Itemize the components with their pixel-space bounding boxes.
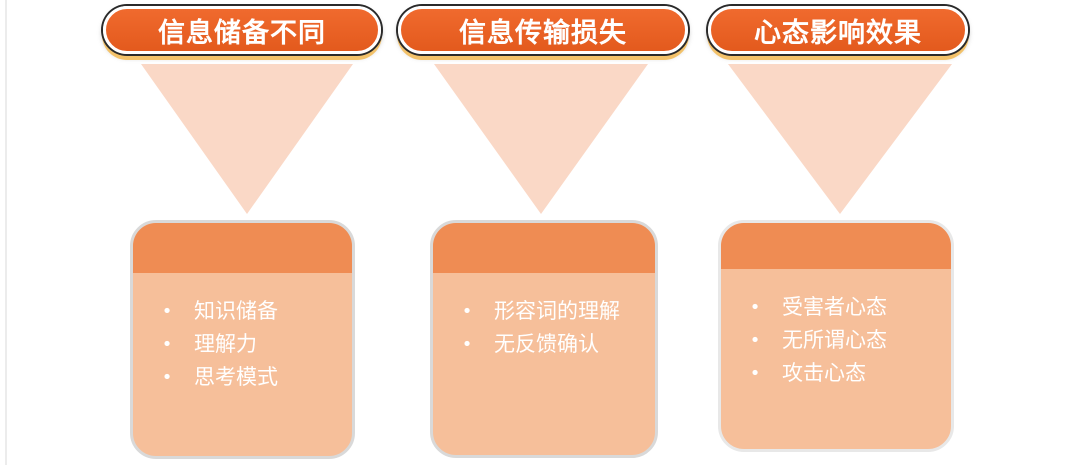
- funnel-triangle: [434, 64, 648, 214]
- bullet-dot-icon: •: [161, 301, 173, 322]
- list-item: • 思考模式: [161, 361, 352, 394]
- bullet-dot-icon: •: [161, 334, 173, 355]
- list-item: • 无反馈确认: [461, 328, 655, 361]
- list-item: • 攻击心态: [749, 357, 951, 390]
- content-card: • 受害者心态 • 无所谓心态 • 攻击心态: [718, 220, 954, 452]
- list-item-text: 受害者心态: [782, 295, 887, 319]
- list-item-text: 形容词的理解: [494, 299, 620, 323]
- bullet-dot-icon: •: [749, 330, 761, 351]
- card-header-band: [133, 223, 352, 273]
- column-title-badge: 信息传输损失: [398, 6, 688, 54]
- bullet-list: • 受害者心态 • 无所谓心态 • 攻击心态: [721, 269, 951, 390]
- left-edge-divider: [5, 0, 7, 465]
- column-title-badge: 信息储备不同: [103, 6, 381, 54]
- list-item-text: 攻击心态: [782, 361, 866, 385]
- content-card: • 形容词的理解 • 无反馈确认: [430, 220, 658, 458]
- list-item-text: 思考模式: [194, 365, 278, 389]
- bullet-dot-icon: •: [461, 334, 473, 355]
- bullet-dot-icon: •: [749, 363, 761, 384]
- column-mindset-effect: 心态影响效果 • 受害者心态 • 无所谓心态 • 攻击心态: [708, 0, 978, 465]
- column-info-reserve: 信息储备不同 • 知识储备 • 理解力 • 思考模式: [103, 0, 385, 465]
- bullet-list: • 形容词的理解 • 无反馈确认: [433, 273, 655, 361]
- list-item-text: 知识储备: [194, 299, 278, 323]
- list-item: • 知识储备: [161, 295, 352, 328]
- bullet-list: • 知识储备 • 理解力 • 思考模式: [133, 273, 352, 394]
- card-header-band: [721, 223, 951, 269]
- list-item-text: 理解力: [194, 332, 257, 356]
- list-item-text: 无所谓心态: [782, 328, 887, 352]
- column-title-badge: 心态影响效果: [708, 6, 968, 54]
- list-item-text: 无反馈确认: [494, 332, 599, 356]
- list-item: • 形容词的理解: [461, 295, 655, 328]
- column-info-transmission-loss: 信息传输损失 • 形容词的理解 • 无反馈确认: [398, 0, 693, 465]
- funnel-triangle: [141, 64, 353, 214]
- content-card: • 知识储备 • 理解力 • 思考模式: [130, 220, 355, 459]
- bullet-dot-icon: •: [749, 297, 761, 318]
- bullet-dot-icon: •: [161, 367, 173, 388]
- funnel-triangle: [728, 64, 952, 214]
- card-header-band: [433, 223, 655, 273]
- bullet-dot-icon: •: [461, 301, 473, 322]
- list-item: • 受害者心态: [749, 291, 951, 324]
- list-item: • 理解力: [161, 328, 352, 361]
- list-item: • 无所谓心态: [749, 324, 951, 357]
